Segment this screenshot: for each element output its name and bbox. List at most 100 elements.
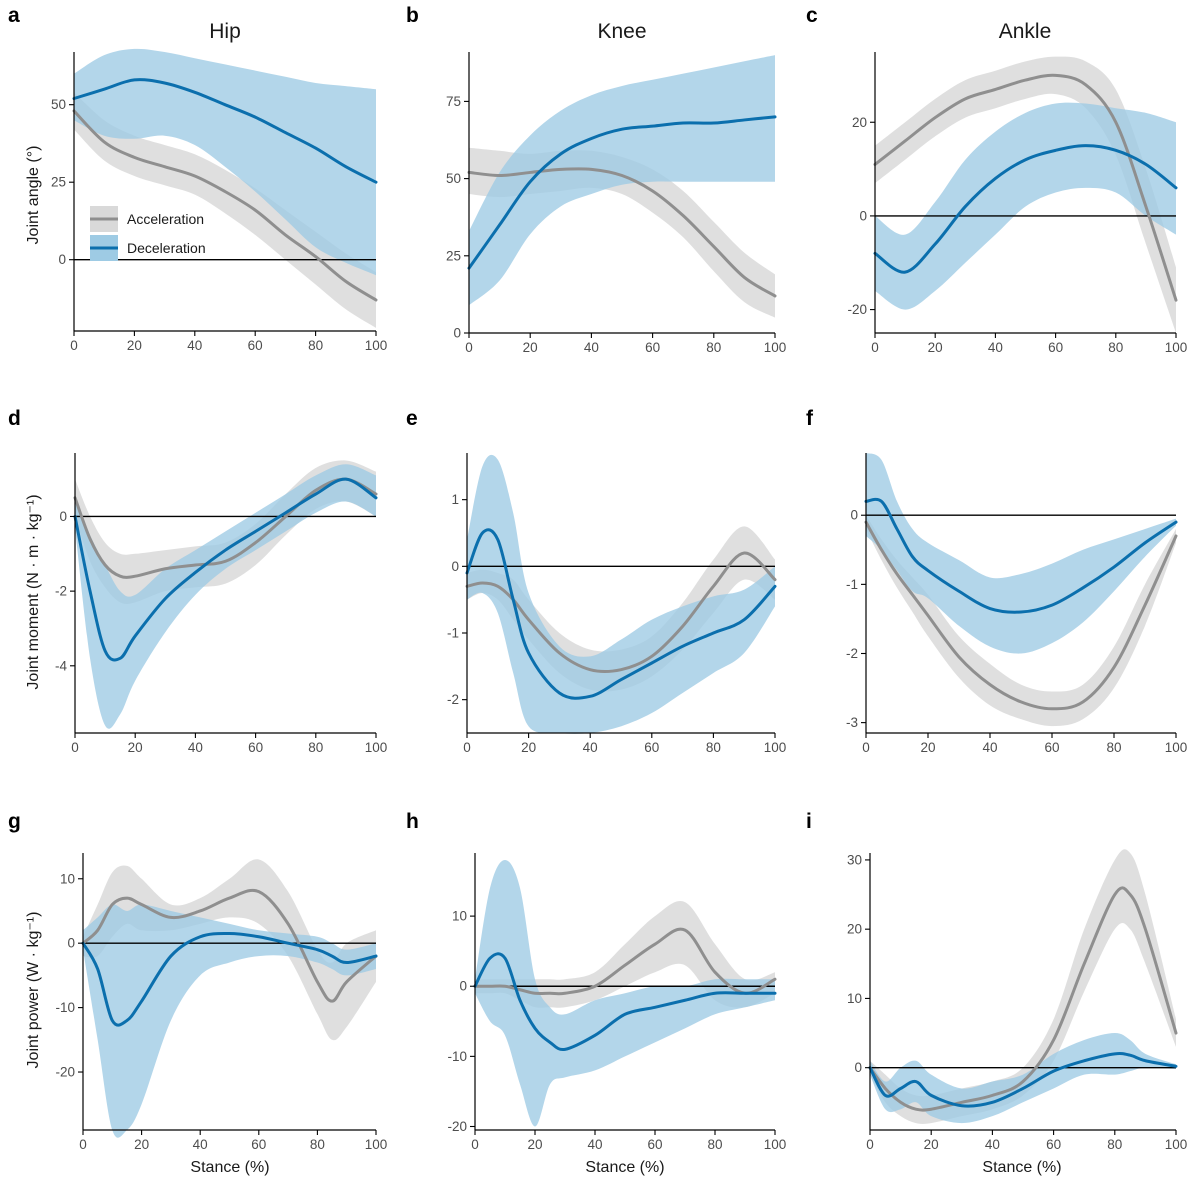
legend: Acceleration Deceleration: [90, 206, 206, 261]
band-deceleration-d: [75, 464, 376, 729]
panel-e: e 0 20 40 60 80 100 -2 -1 0 1: [406, 407, 786, 755]
y-tick-label-b: 25: [446, 248, 461, 263]
line-deceleration-a: [72, 78, 378, 184]
y-tick-label-i: 20: [847, 922, 862, 937]
x-tick-label-e: 100: [764, 740, 787, 755]
line-deceleration-c: [873, 144, 1178, 274]
x-tick-label-c: 20: [928, 340, 943, 355]
ylabel-joint-power: Joint power (W · kg⁻¹): [25, 912, 42, 1069]
panel-letter-d: d: [8, 407, 21, 430]
panel-h: h 0 20 40 60 80 100 -20 -10 0 10: [406, 810, 786, 1152]
x-tick-label-f: 60: [1044, 740, 1059, 755]
y-tick-label-f: -2: [846, 646, 858, 661]
y-tick-label-d: -4: [55, 658, 67, 673]
line-acceleration-h: [473, 927, 777, 996]
panel-d: d 0 20 40 60 80 100 -4 -2 0: [8, 407, 387, 755]
x-tick-label-c: 80: [1108, 340, 1123, 355]
x-tick-label-h: 100: [764, 1137, 787, 1152]
band-acceleration-f: [866, 515, 1176, 727]
x-tick-label-d: 100: [365, 740, 388, 755]
band-deceleration-b: [469, 55, 775, 306]
line-acceleration-a: [72, 109, 378, 302]
y-tick-label-f: -1: [846, 577, 858, 592]
x-tick-label-i: 80: [1107, 1137, 1122, 1152]
y-tick-label-b: 75: [446, 94, 461, 109]
x-tick-label-h: 20: [527, 1137, 542, 1152]
x-tick-label-i: 40: [985, 1137, 1000, 1152]
x-tick-label-d: 40: [188, 740, 203, 755]
panel-letter-b: b: [406, 4, 419, 27]
x-tick-label-g: 20: [134, 1137, 149, 1152]
line-acceleration-i: [868, 886, 1178, 1112]
x-tick-label-i: 60: [1046, 1137, 1061, 1152]
x-tick-label-g: 80: [310, 1137, 325, 1152]
y-tick-label-g: -20: [55, 1065, 75, 1080]
panel-a: a 0 20 40 60 80 100 0 25 50: [8, 4, 387, 353]
x-tick-label-g: 100: [365, 1137, 388, 1152]
y-tick-label-b: 50: [446, 171, 461, 186]
x-tick-label-i: 20: [924, 1137, 939, 1152]
x-tick-label-h: 40: [587, 1137, 602, 1152]
panel-letter-e: e: [406, 407, 418, 430]
panel-letter-g: g: [8, 810, 21, 833]
x-tick-label-b: 80: [706, 340, 721, 355]
panel-i: i 0 20 40 60 80 100 0 10 20 30: [806, 810, 1187, 1152]
y-tick-label-c: 20: [852, 115, 867, 130]
y-tick-label-f: 0: [850, 508, 858, 523]
y-tick-label-b: 0: [453, 326, 461, 341]
x-tick-label-h: 80: [707, 1137, 722, 1152]
ylabel-joint-moment: Joint moment (N · m · kg⁻¹): [25, 494, 42, 689]
y-tick-label-h: -20: [447, 1119, 467, 1134]
line-deceleration-g: [81, 931, 378, 1027]
x-tick-label-e: 60: [644, 740, 659, 755]
y-tick-label-e: -2: [447, 692, 459, 707]
x-tick-label-g: 40: [193, 1137, 208, 1152]
line-acceleration-d: [73, 477, 378, 579]
xlabel-knee: Stance (%): [585, 1159, 664, 1176]
y-tick-label-d: -2: [55, 584, 67, 599]
line-deceleration-b: [467, 115, 777, 270]
y-tick-label-a: 0: [58, 252, 66, 267]
y-tick-label-i: 10: [847, 991, 862, 1006]
x-tick-label-b: 0: [465, 340, 473, 355]
x-tick-label-c: 100: [1165, 340, 1188, 355]
x-tick-label-b: 100: [764, 340, 787, 355]
x-tick-label-b: 60: [645, 340, 660, 355]
y-tick-label-a: 25: [51, 175, 66, 190]
column-title-ankle: Ankle: [999, 20, 1052, 43]
xlabel-ankle: Stance (%): [982, 1159, 1061, 1176]
x-tick-label-a: 80: [308, 338, 323, 353]
band-deceleration-a: [74, 48, 376, 276]
y-tick-label-e: -1: [447, 626, 459, 641]
y-tick-label-i: 30: [847, 852, 862, 867]
band-deceleration-g: [83, 904, 376, 1138]
line-acceleration-e: [465, 551, 777, 674]
y-tick-label-h: 10: [452, 909, 467, 924]
x-tick-label-f: 100: [1165, 740, 1188, 755]
line-acceleration-f: [864, 520, 1178, 711]
x-tick-label-a: 60: [248, 338, 263, 353]
panel-b: b 0 20 40 60 80 100 0 25 50 75: [406, 4, 786, 355]
band-deceleration-e: [467, 454, 775, 734]
line-acceleration-c: [873, 73, 1178, 302]
y-tick-label-h: 0: [459, 979, 467, 994]
x-tick-label-c: 60: [1048, 340, 1063, 355]
column-title-knee: Knee: [597, 20, 646, 43]
x-tick-label-e: 40: [583, 740, 598, 755]
y-tick-label-g: -10: [55, 1000, 75, 1015]
line-deceleration-i: [868, 1051, 1178, 1108]
x-tick-label-h: 0: [471, 1137, 479, 1152]
x-tick-label-b: 20: [523, 340, 538, 355]
band-acceleration-a: [74, 92, 376, 328]
y-tick-label-g: 10: [60, 871, 75, 886]
x-tick-label-g: 60: [251, 1137, 266, 1152]
legend-label-acceleration: Acceleration: [127, 211, 204, 227]
panel-letter-f: f: [806, 407, 814, 430]
panel-letter-i: i: [806, 810, 812, 833]
xlabel-hip: Stance (%): [190, 1159, 269, 1176]
line-deceleration-e: [465, 528, 777, 700]
x-tick-label-c: 40: [988, 340, 1003, 355]
ylabel-joint-angle: Joint angle (°): [25, 146, 42, 245]
y-tick-label-e: 1: [451, 492, 459, 507]
